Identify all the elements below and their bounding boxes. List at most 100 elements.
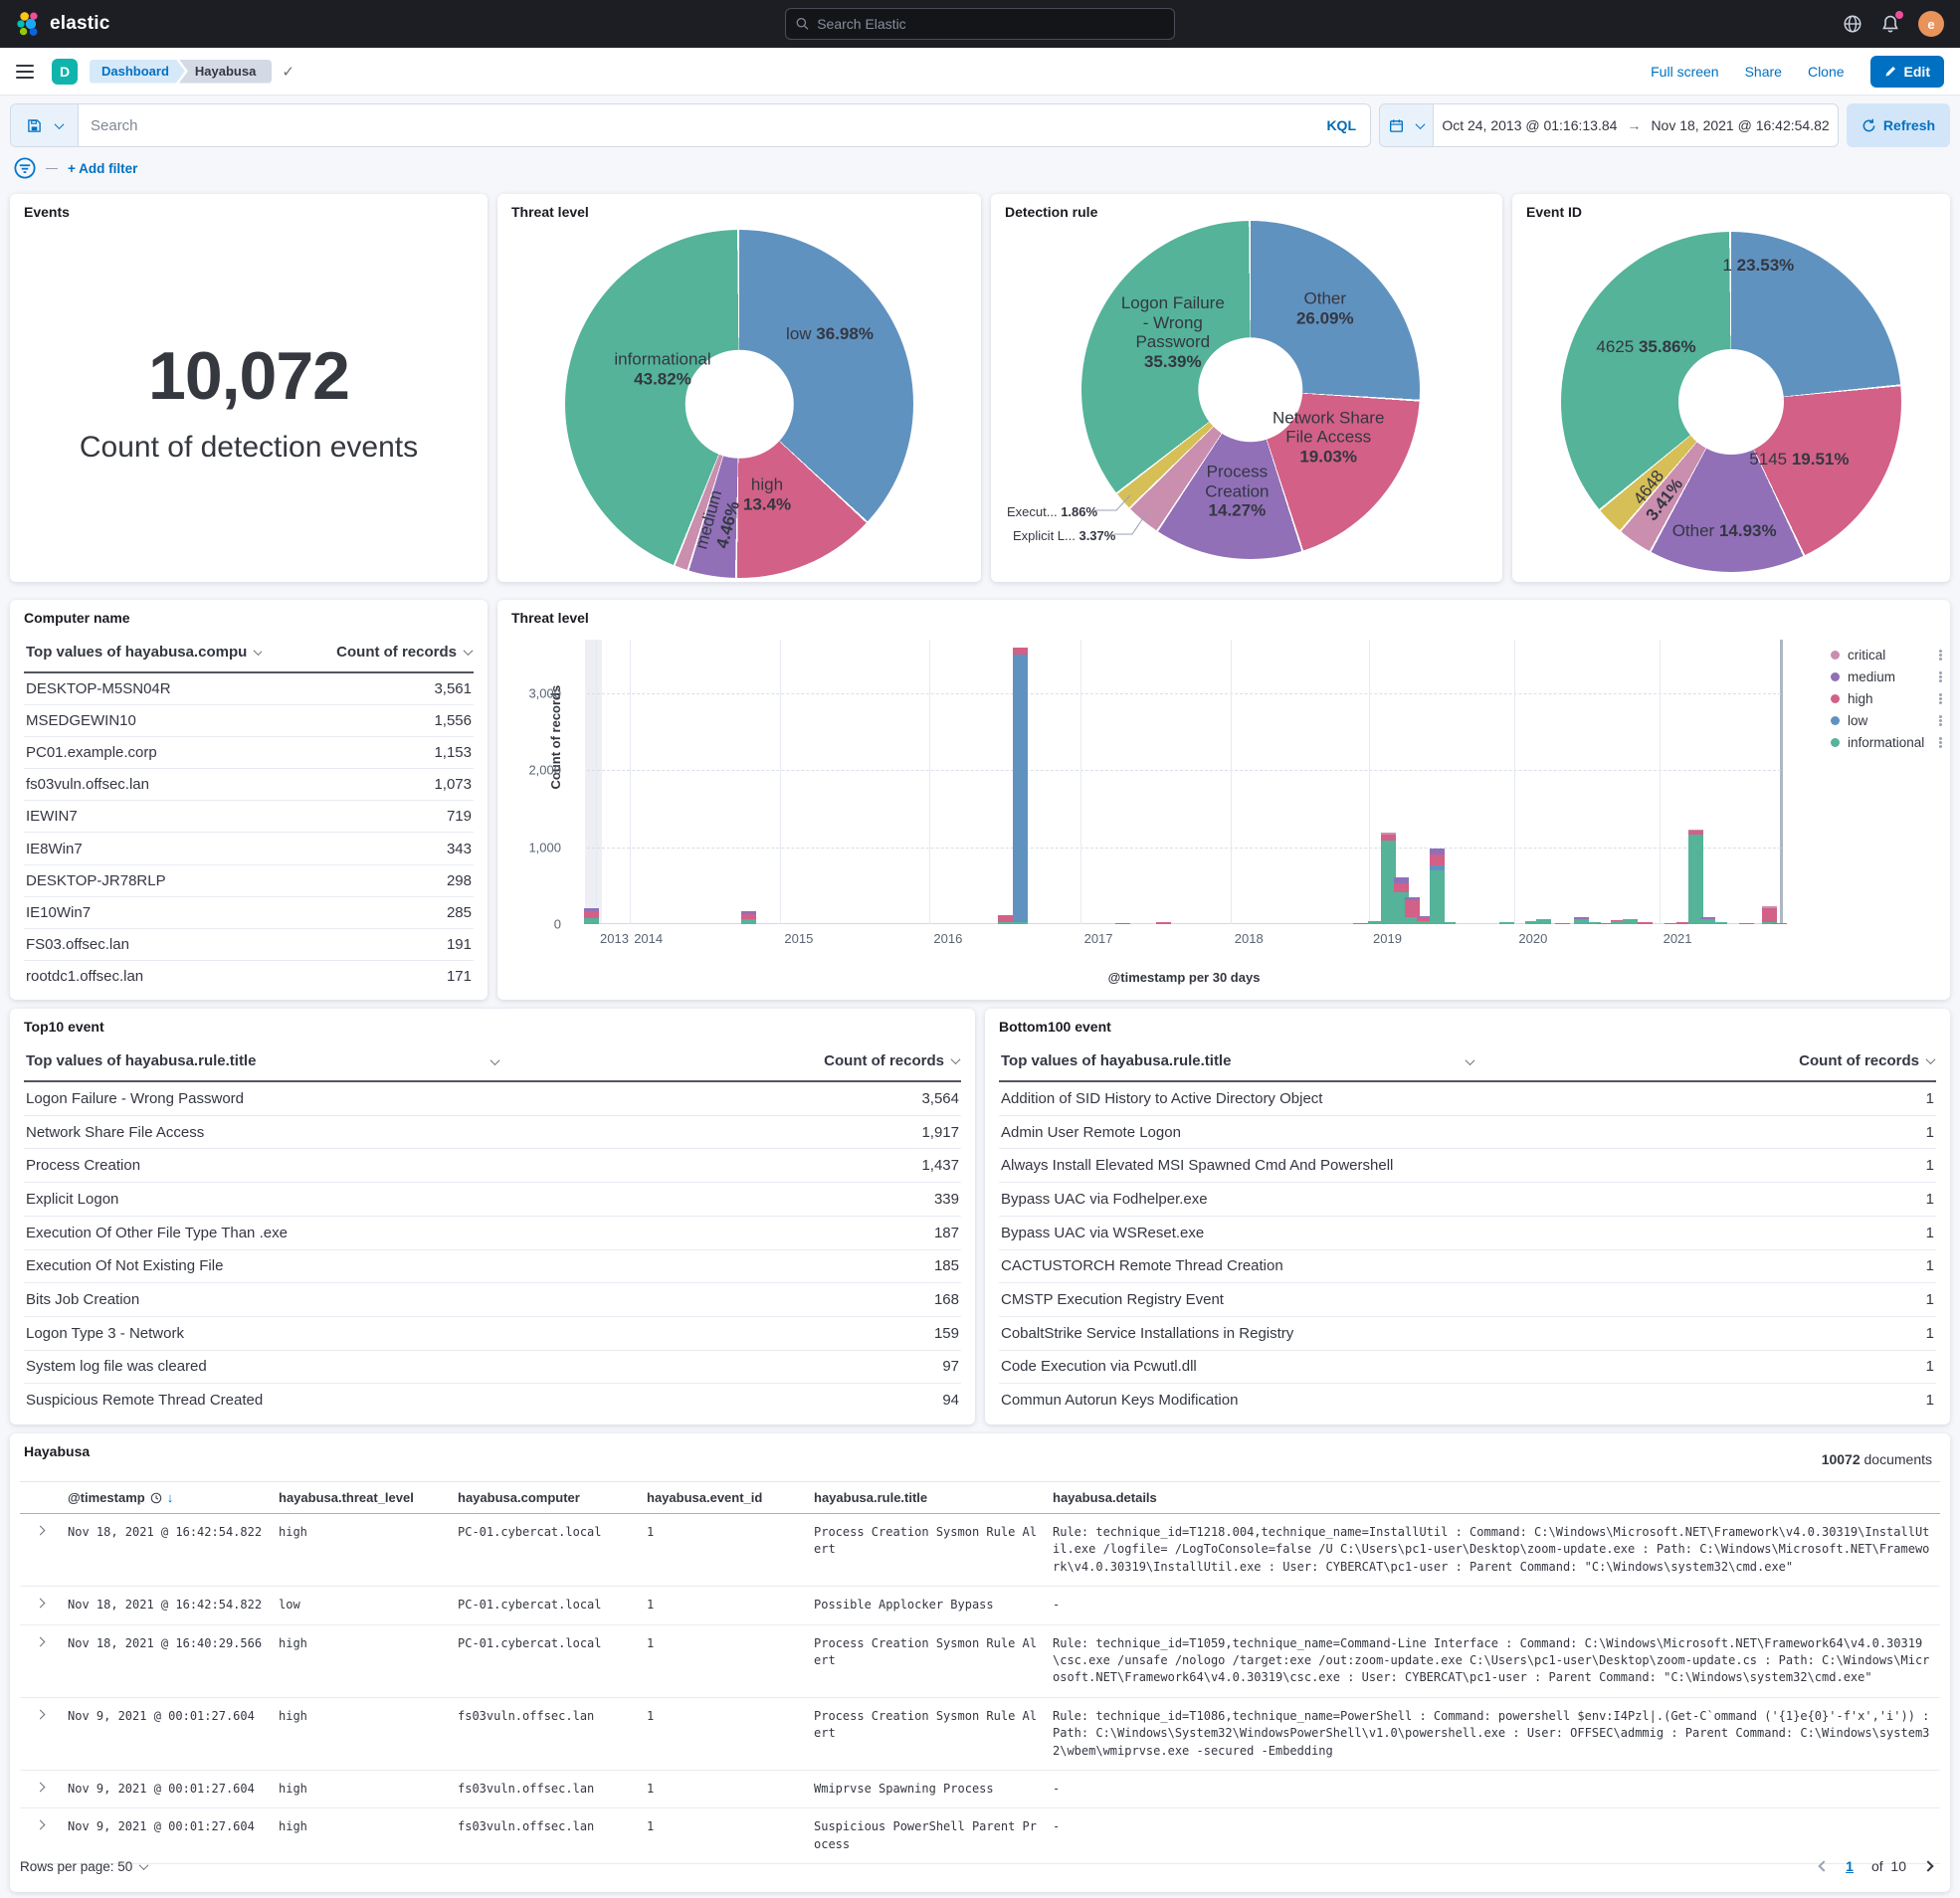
document-cell: 1 [639, 1587, 806, 1623]
current-page-number[interactable]: 1 [1846, 1858, 1854, 1874]
stacked-bar[interactable] [1441, 922, 1456, 924]
stacked-bar[interactable] [1536, 919, 1551, 924]
panel-threat-level-pie: Threat level low 36.98%high13.4%medium4.… [497, 194, 981, 582]
column-header-computer[interactable]: hayabusa.computer [450, 1482, 639, 1513]
date-range-arrow: → [1627, 117, 1641, 133]
legend-actions-icon[interactable] [1939, 671, 1942, 674]
expand-row-icon[interactable] [20, 1771, 60, 1807]
pie-slice-label: Logon Failure- WrongPassword35.39% [1121, 293, 1225, 371]
stacked-bar[interactable] [584, 908, 599, 924]
previous-page-button[interactable] [1818, 1860, 1829, 1871]
expand-row-icon[interactable] [20, 1625, 60, 1697]
menu-hamburger-icon[interactable] [16, 65, 34, 79]
column-header-details[interactable]: hayabusa.details [1045, 1482, 1940, 1513]
add-filter-button[interactable]: + Add filter [68, 161, 137, 176]
next-page-button[interactable] [1922, 1860, 1933, 1871]
legend-item-critical[interactable]: critical [1831, 644, 1942, 665]
column-header-threat-level[interactable]: hayabusa.threat_level [271, 1482, 450, 1513]
stacked-bar[interactable] [1739, 923, 1754, 924]
edit-button[interactable]: Edit [1870, 56, 1944, 88]
expand-row-icon[interactable] [20, 1514, 60, 1586]
document-cell: 1 [639, 1625, 806, 1697]
stacked-bar[interactable] [1430, 849, 1445, 924]
legend-dot [1831, 716, 1840, 725]
column-header-count[interactable]: Count of records [824, 1052, 959, 1069]
kql-query-input[interactable] [79, 117, 1312, 134]
date-range-start[interactable]: Oct 24, 2013 @ 01:16:13.84 [1442, 117, 1617, 133]
legend-actions-icon[interactable] [1939, 650, 1942, 653]
column-header-values[interactable]: Top values of hayabusa.rule.title [1001, 1052, 1231, 1069]
share-button[interactable]: Share [1745, 64, 1782, 80]
document-cell: high [271, 1771, 450, 1807]
stacked-bar[interactable] [1013, 648, 1028, 924]
query-language-toggle[interactable]: KQL [1312, 117, 1370, 133]
y-axis-tick: 0 [554, 917, 561, 932]
stacked-bar[interactable] [1353, 923, 1368, 924]
bar-segment-low [1013, 655, 1028, 922]
expand-row-icon[interactable] [20, 1587, 60, 1623]
date-range-end[interactable]: Nov 18, 2021 @ 16:42:54.82 [1651, 117, 1829, 133]
legend-actions-icon[interactable] [1939, 693, 1942, 696]
legend-actions-icon[interactable] [1939, 737, 1942, 740]
legend-label: critical [1848, 648, 1931, 663]
legend-item-informational[interactable]: informational [1831, 731, 1942, 753]
global-search[interactable] [785, 8, 1175, 40]
bar-segment-informational [741, 919, 756, 924]
column-header-timestamp[interactable]: @timestamp ↓ [60, 1482, 271, 1513]
legend-item-high[interactable]: high [1831, 687, 1942, 709]
bar-segment-high [1394, 883, 1409, 891]
stacked-bar[interactable] [1712, 922, 1727, 924]
stacked-bar[interactable] [1688, 830, 1703, 924]
stacked-bar[interactable] [1156, 922, 1171, 924]
gridline [1231, 640, 1232, 924]
clone-button[interactable]: Clone [1808, 64, 1845, 80]
chevron-down-icon[interactable] [1465, 1055, 1474, 1065]
panel-title: Computer name [24, 610, 130, 626]
breadcrumb-dashboard[interactable]: Dashboard [90, 60, 185, 84]
user-avatar[interactable]: e [1918, 11, 1944, 37]
rows-per-page-select[interactable]: Rows per page: 50 [20, 1859, 147, 1874]
stacked-bar[interactable] [1555, 923, 1570, 924]
expand-row-icon[interactable] [20, 1698, 60, 1770]
stacked-bar[interactable] [1638, 922, 1653, 924]
stacked-bar[interactable] [1623, 919, 1638, 924]
column-header-values[interactable]: Top values of hayabusa.compu [26, 644, 262, 661]
pie-slice-label: Other26.09% [1296, 289, 1354, 328]
date-picker-menu[interactable] [1380, 104, 1434, 146]
panel-detection-rule-pie: Detection rule Other26.09%Network ShareF… [991, 194, 1502, 582]
table-row: Bits Job Creation168 [24, 1283, 961, 1317]
stacked-bar[interactable] [1499, 922, 1514, 924]
legend-actions-icon[interactable] [1939, 715, 1942, 718]
table-row: Explicit Logon339 [24, 1183, 961, 1217]
filter-icon[interactable] [14, 157, 36, 179]
document-row: Nov 9, 2021 @ 00:01:27.604highfs03vuln.o… [20, 1698, 1940, 1771]
notifications-bell-icon[interactable] [1880, 14, 1900, 34]
stacked-bar[interactable] [998, 915, 1013, 924]
column-header-values[interactable]: Top values of hayabusa.rule.title [26, 1052, 256, 1069]
legend-item-medium[interactable]: medium [1831, 665, 1942, 687]
stacked-bar[interactable] [1762, 906, 1777, 924]
column-header-rule-title[interactable]: hayabusa.rule.title [806, 1482, 1045, 1513]
legend-item-low[interactable]: low [1831, 709, 1942, 731]
column-header-event-id[interactable]: hayabusa.event_id [639, 1482, 806, 1513]
refresh-button[interactable]: Refresh [1847, 103, 1950, 147]
document-cell: Nov 18, 2021 @ 16:42:54.822 [60, 1514, 271, 1586]
global-search-input[interactable] [817, 16, 1164, 32]
chevron-down-icon[interactable] [490, 1055, 499, 1065]
stacked-bar[interactable] [1115, 923, 1130, 924]
breadcrumb-current[interactable]: Hayabusa [179, 60, 272, 84]
help-globe-icon[interactable] [1843, 14, 1862, 34]
pie-slice-label: Other 14.93% [1672, 521, 1777, 541]
stacked-bar[interactable] [1597, 923, 1612, 924]
saved-query-menu[interactable] [11, 104, 79, 146]
column-header-count[interactable]: Count of records [1799, 1052, 1934, 1069]
column-header-count[interactable]: Count of records [336, 644, 472, 661]
stacked-bar[interactable] [1772, 923, 1787, 924]
dashboard-app-badge[interactable]: D [52, 59, 78, 85]
bar-chart-plot[interactable]: 01,0002,0003,000201320142015201620172018… [587, 640, 1781, 924]
full-screen-button[interactable]: Full screen [1651, 64, 1718, 80]
stacked-bar[interactable] [741, 911, 756, 924]
pie-slice-label: 1 23.53% [1722, 256, 1794, 276]
elastic-logo[interactable]: elastic [16, 11, 110, 37]
x-axis-tick: 2019 [1373, 931, 1402, 946]
